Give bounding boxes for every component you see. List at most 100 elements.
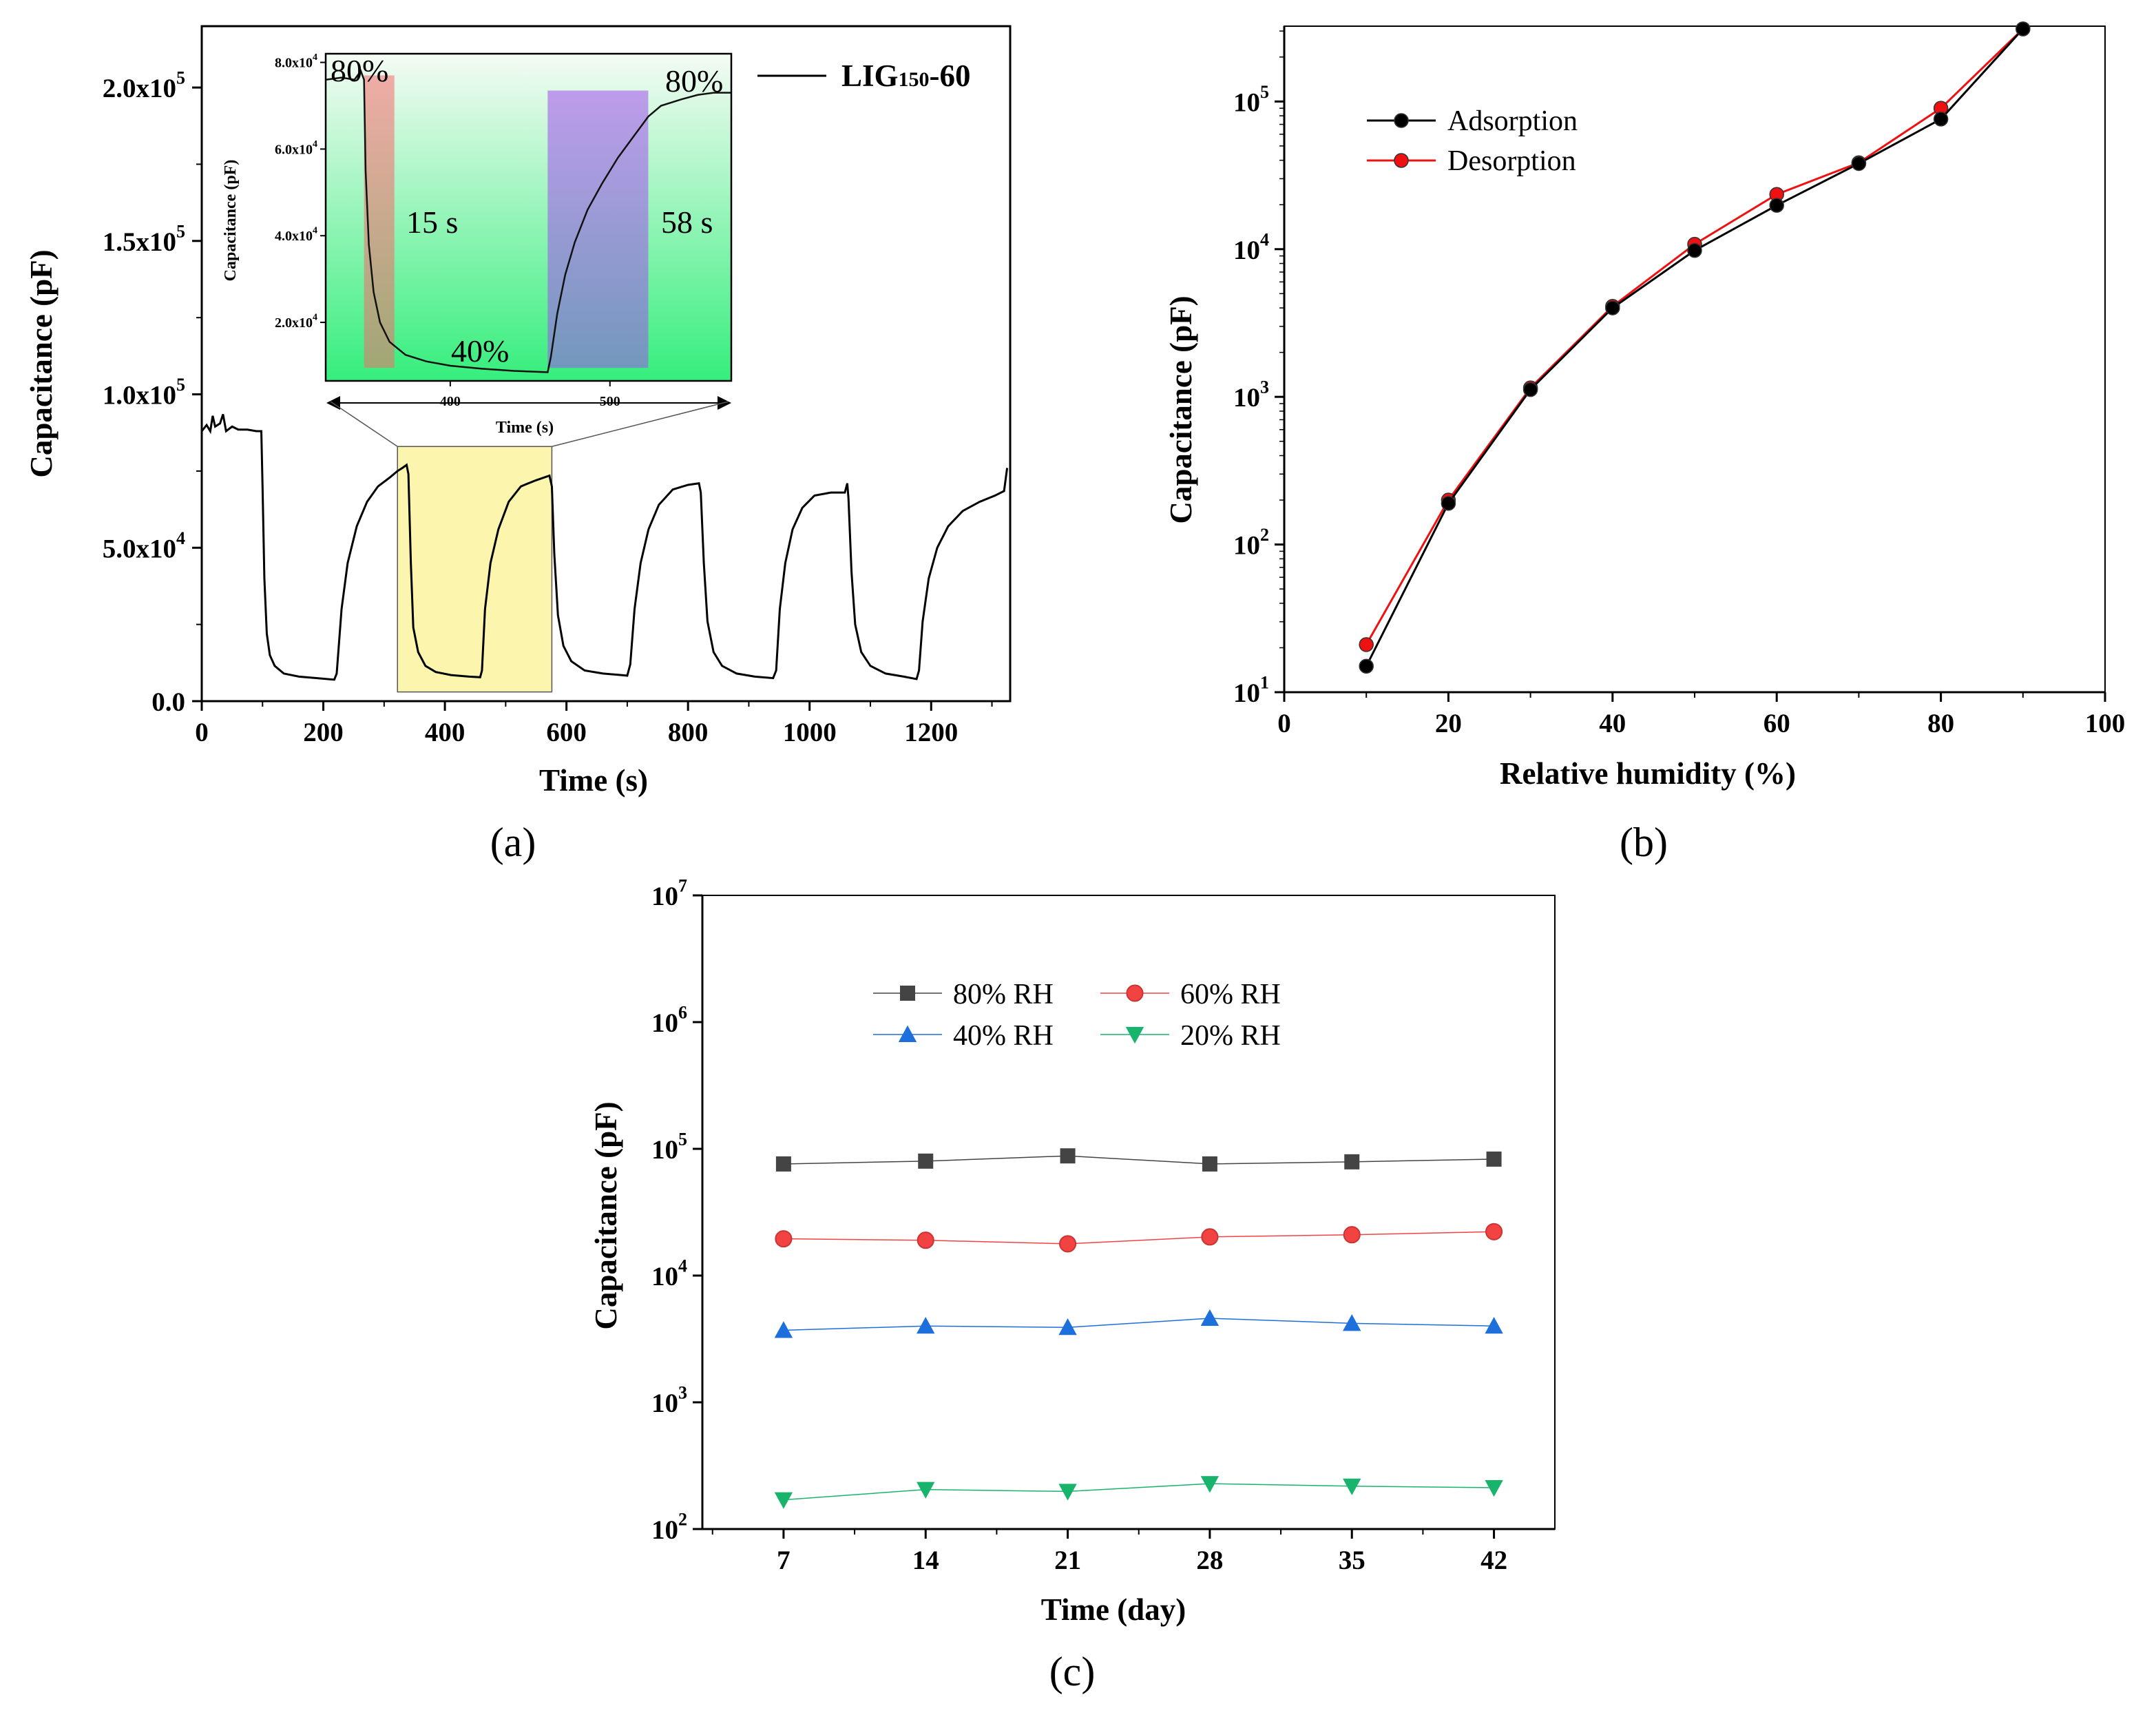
y-tick-label: 1.0x105	[103, 375, 185, 410]
data-point-adsorption	[1687, 242, 1702, 258]
legend-label: LIG150-60	[841, 59, 971, 93]
x-tick-label: 80	[1927, 709, 1954, 738]
inset-annotation-1: 80%	[331, 53, 388, 88]
inset-y-tick-label: 2.0x104	[275, 313, 317, 331]
x-axis-label: Relative humidity (%)	[1500, 756, 1796, 791]
x-tick-label: 40	[1599, 709, 1626, 738]
data-point-adsorption	[2016, 21, 2031, 37]
data-point-80-rh	[1060, 1148, 1076, 1164]
y-tick-label: 5.0x104	[103, 528, 185, 564]
inset-x-tick-label: 400	[440, 394, 461, 409]
inset-y-tick-label: 8.0x104	[275, 52, 317, 71]
panel-b-caption: (b)	[1620, 820, 1668, 865]
inset-x-axis-label: Time (s)	[496, 419, 554, 437]
x-tick-label: 20	[1435, 709, 1462, 738]
y-tick-label: 104	[651, 1256, 687, 1292]
y-tick-label: 1.5x105	[103, 221, 185, 257]
x-tick-label: 400	[425, 718, 465, 747]
legend-marker-20-rh	[1125, 1027, 1144, 1044]
y-tick-label: 101	[1233, 673, 1269, 709]
data-point-80-rh	[1202, 1156, 1217, 1172]
legend-marker-40-rh	[898, 1025, 917, 1042]
x-tick-label: 800	[668, 718, 709, 747]
data-point-20-rh	[1485, 1479, 1503, 1497]
series-line-lig150-60	[200, 414, 1009, 681]
data-point-80-rh	[918, 1153, 934, 1169]
data-point-20-rh	[774, 1492, 793, 1509]
data-point-80-rh	[775, 1156, 791, 1172]
inset-y-axis-label: Capacitance (pF)	[222, 160, 240, 282]
y-tick-label: 2.0x105	[103, 68, 185, 104]
x-tick-label: 14	[912, 1546, 939, 1575]
data-point-adsorption	[1605, 300, 1620, 315]
x-tick-label: 7	[777, 1546, 791, 1575]
data-point-60-rh	[917, 1231, 934, 1249]
connector-right	[552, 401, 729, 447]
legend-label-20-rh: 20% RH	[1180, 1020, 1281, 1052]
y-tick-label: 105	[1233, 82, 1269, 118]
x-tick-label: 42	[1480, 1546, 1507, 1575]
y-tick-label: 103	[1233, 377, 1269, 413]
y-axis-label: Capacitance (pF)	[24, 249, 59, 477]
data-point-20-rh	[1058, 1484, 1077, 1501]
data-point-40-rh	[774, 1321, 793, 1338]
data-point-20-rh	[917, 1482, 935, 1499]
y-tick-label: 106	[651, 1003, 687, 1039]
y-tick-label: 104	[1233, 229, 1269, 265]
panel-a-caption: (a)	[490, 820, 536, 865]
y-tick-label: 102	[1233, 525, 1269, 561]
x-tick-label: 21	[1054, 1546, 1081, 1575]
inset-annotation-4: 58 s	[661, 205, 713, 240]
inset-y-tick-label: 4.0x104	[275, 226, 317, 245]
data-point-desorption	[1359, 637, 1374, 652]
data-point-40-rh	[1200, 1309, 1220, 1327]
x-tick-label: 100	[2085, 709, 2126, 738]
legend-marker-80-rh	[900, 986, 915, 1001]
data-point-40-rh	[1343, 1314, 1361, 1331]
series-line-80-rh	[783, 1155, 1494, 1165]
data-point-20-rh	[1343, 1478, 1361, 1495]
inset-series-line	[325, 69, 731, 373]
x-tick-label: 0	[195, 718, 209, 747]
panel-b: 0 20 40 60 80 100 101 102 103 104 105 Relative humi…	[1164, 21, 2126, 791]
plot-frame	[1284, 25, 2106, 693]
legend-marker-adsorption	[1394, 113, 1409, 128]
legend-label-adsorption: Adsorption	[1447, 105, 1578, 137]
x-tick-label: 600	[546, 718, 587, 747]
inset-frame	[324, 52, 733, 382]
panel-c: 7 14 21 28 35 42 102 103 104 105 106 107 Time (day) C…	[589, 876, 1556, 1627]
connector-left	[330, 401, 398, 447]
panel-c-caption: (c)	[1049, 1649, 1096, 1694]
x-tick-label: 1200	[904, 718, 958, 747]
data-point-40-rh	[1058, 1318, 1077, 1335]
data-point-adsorption	[1769, 198, 1784, 213]
data-point-60-rh	[1201, 1228, 1219, 1246]
x-tick-label: 35	[1339, 1546, 1365, 1575]
data-point-20-rh	[1200, 1476, 1220, 1493]
inset-annotation-3: 40%	[451, 333, 509, 368]
y-tick-label: 102	[651, 1510, 687, 1546]
legend-label-40-rh: 40% RH	[953, 1020, 1054, 1052]
series-line-40-rh	[783, 1318, 1494, 1331]
legend-label-60-rh: 60% RH	[1180, 979, 1281, 1010]
data-point-adsorption	[1522, 382, 1538, 397]
x-axis-label: Time (s)	[539, 763, 648, 798]
inset-y-tick-label: 6.0x104	[275, 139, 317, 158]
inset-annotation-2: 15 s	[406, 205, 458, 240]
legend-marker-desorption	[1394, 153, 1409, 168]
x-tick-label: 60	[1763, 709, 1790, 738]
legend-label-desorption: Desorption	[1447, 145, 1576, 177]
data-point-60-rh	[1343, 1226, 1361, 1244]
data-point-60-rh	[1485, 1223, 1503, 1240]
y-tick-label: 105	[651, 1130, 687, 1165]
data-point-60-rh	[775, 1230, 793, 1248]
x-tick-label: 28	[1196, 1546, 1223, 1575]
series-line-60-rh	[783, 1231, 1494, 1245]
series-line-20-rh	[783, 1483, 1494, 1501]
data-point-adsorption	[1359, 658, 1374, 674]
data-point-40-rh	[1485, 1317, 1503, 1334]
inset-annotation-5: 80%	[665, 63, 723, 98]
data-point-60-rh	[1059, 1235, 1077, 1253]
y-tick-label: 107	[651, 876, 687, 912]
